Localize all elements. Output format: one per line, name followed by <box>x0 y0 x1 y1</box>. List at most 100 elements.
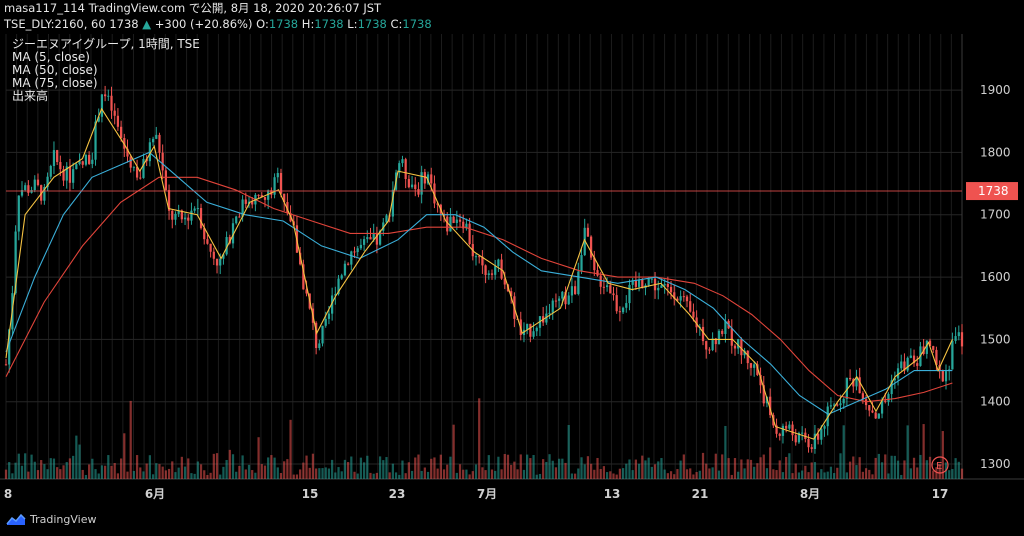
volume-bar <box>222 466 225 479</box>
candle-body <box>321 325 324 344</box>
candle-body <box>318 343 321 349</box>
candle-body <box>225 237 228 255</box>
brand-label: TradingView <box>30 513 97 526</box>
volume-bar <box>417 454 420 479</box>
volume-bar <box>708 468 711 479</box>
legend-title[interactable]: ジーエヌアイグループ, 1時間, TSE <box>12 37 200 51</box>
candle-body <box>135 166 139 178</box>
last-price-badge <box>966 182 1018 201</box>
candle-body <box>398 163 401 173</box>
volume-bar <box>522 469 526 479</box>
volume-bar <box>542 459 545 479</box>
volume-bar <box>666 473 669 479</box>
volume-bar <box>689 468 692 479</box>
candle-body <box>791 424 794 436</box>
volume-bar <box>618 468 622 479</box>
candle-body <box>829 405 833 407</box>
candle-body <box>621 307 625 313</box>
candle-body <box>586 227 590 237</box>
volume-bar <box>72 455 75 479</box>
volume-bar <box>797 472 801 479</box>
volume-bar <box>65 462 68 479</box>
volume-bar <box>637 463 641 479</box>
candle-body <box>906 357 909 371</box>
candle-body <box>462 221 465 229</box>
volume-bar <box>420 470 423 479</box>
volume-bar <box>40 460 43 479</box>
candle-body <box>503 278 506 285</box>
volume-bar <box>263 465 267 479</box>
volume-bar <box>906 425 909 479</box>
legend-ma50[interactable]: MA (50, close) <box>12 63 98 77</box>
volume-bar <box>43 464 46 479</box>
x-tick-label: 23 <box>389 487 406 501</box>
candle-body <box>49 165 52 177</box>
candle-body <box>190 210 193 221</box>
candle-body <box>116 115 120 127</box>
candle-body <box>510 291 513 297</box>
volume-bar <box>286 459 289 479</box>
legend-volume[interactable]: 出来高 <box>12 89 49 103</box>
volume-bar <box>410 470 414 479</box>
candle-body <box>583 227 586 256</box>
volume-bar <box>890 455 893 479</box>
candle-body <box>957 332 960 337</box>
candle-body <box>155 134 158 139</box>
candle-body <box>372 232 375 240</box>
legend-ma5[interactable]: MA (5, close) <box>12 50 90 64</box>
volume-bar <box>896 460 900 479</box>
x-tick-label: 8月 <box>800 487 820 501</box>
volume-bar <box>730 474 733 479</box>
candle-body <box>151 138 155 143</box>
volume-bar <box>954 458 957 479</box>
tradingview-brand[interactable]: TradingView <box>6 513 96 526</box>
volume-bar <box>433 457 436 479</box>
candle-body <box>871 410 874 413</box>
volume-bar <box>871 474 874 479</box>
candle-body <box>430 174 433 184</box>
candle-body <box>935 349 938 365</box>
volume-bar <box>231 454 235 479</box>
candle-body <box>161 152 164 171</box>
candle-body <box>148 142 151 162</box>
candle-body <box>749 363 753 368</box>
volume-bar <box>510 464 513 479</box>
candle-body <box>868 405 871 411</box>
candle-body <box>775 425 778 434</box>
volume-bar <box>155 463 158 479</box>
candle-body <box>705 341 708 350</box>
volume-bar <box>653 464 657 479</box>
volume-bar <box>423 467 426 479</box>
volume-bar <box>839 453 842 479</box>
volume-bar <box>577 468 580 479</box>
volume-bar <box>880 462 884 479</box>
symbol-price: TSE_DLY:2160, 60 1738 <box>4 17 139 31</box>
volume-bar <box>56 467 59 479</box>
volume-bar <box>490 469 494 479</box>
volume-bar <box>916 467 919 479</box>
candle-body <box>455 219 458 223</box>
volume-bar <box>817 472 820 479</box>
volume-bar <box>183 466 187 479</box>
volume-bar <box>938 464 941 479</box>
volume-bar <box>135 455 139 479</box>
volume-bar <box>327 468 331 479</box>
candle-body <box>756 364 759 375</box>
candle-body <box>893 378 896 381</box>
volume-bar <box>660 458 663 479</box>
candle-body <box>577 271 580 294</box>
candle-body <box>235 216 238 224</box>
volume-bar <box>794 463 797 479</box>
candle-body <box>404 159 407 180</box>
volume-bar <box>484 470 487 479</box>
volume-bar <box>193 473 196 479</box>
volume-bar <box>391 463 394 479</box>
candle-body <box>628 284 631 304</box>
legend-ma75[interactable]: MA (75, close) <box>12 76 98 90</box>
candle-body <box>746 350 749 364</box>
candle-body <box>196 208 199 210</box>
volume-bar <box>283 461 286 479</box>
volume-bar <box>810 462 813 479</box>
candle-body <box>164 170 167 191</box>
